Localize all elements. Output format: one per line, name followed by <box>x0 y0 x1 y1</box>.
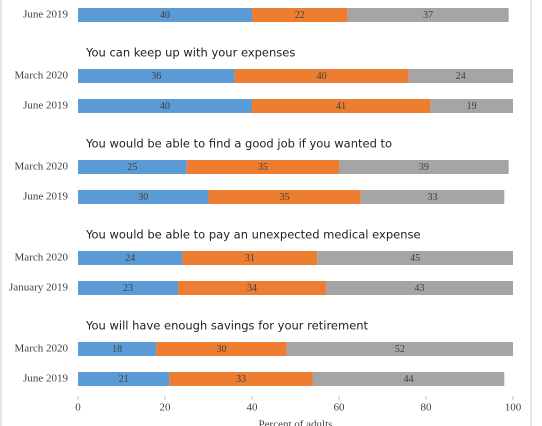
bar-segment <box>178 281 326 295</box>
x-axis-title: Percent of adults <box>259 419 333 426</box>
bar-segment <box>78 69 235 83</box>
bar-segment <box>360 190 505 204</box>
value-label: 52 <box>395 344 405 355</box>
bar-segment <box>78 281 179 295</box>
value-label: 40 <box>160 101 170 112</box>
row-label: March 2020 <box>15 161 69 173</box>
value-label: 45 <box>410 253 420 264</box>
bar-segment <box>169 372 313 386</box>
value-label: 18 <box>112 344 122 355</box>
value-label: 37 <box>423 10 433 21</box>
bar-segment <box>182 251 318 265</box>
row-label: March 2020 <box>15 343 69 355</box>
value-label: 22 <box>295 10 305 21</box>
bar-segment <box>78 99 252 113</box>
bar-segment <box>339 160 509 174</box>
bar-segment <box>78 190 209 204</box>
value-label: 23 <box>123 283 133 294</box>
row-label: June 2019 <box>23 373 68 385</box>
bar-segment <box>430 99 513 113</box>
bar-segment <box>234 69 409 83</box>
value-label: 36 <box>151 71 161 82</box>
value-label: 40 <box>317 71 327 82</box>
value-label: 30 <box>217 344 227 355</box>
bar-segment <box>286 342 513 356</box>
row-label: March 2020 <box>15 252 69 264</box>
value-label: 25 <box>127 162 137 173</box>
x-tick-label: 20 <box>160 402 172 414</box>
value-label: 35 <box>258 162 268 173</box>
value-label: 35 <box>280 192 290 203</box>
bar-segment <box>408 69 513 83</box>
row-label: June 2019 <box>23 191 68 203</box>
bar-segment <box>208 190 361 204</box>
bar-segment <box>252 99 431 113</box>
value-label: 34 <box>247 283 257 294</box>
value-label: 44 <box>404 374 414 385</box>
bar-segment <box>156 342 287 356</box>
value-label: 19 <box>467 101 477 112</box>
x-tick-label: 100 <box>505 402 522 414</box>
bar-segment <box>78 251 183 265</box>
value-label: 33 <box>236 374 246 385</box>
value-label: 43 <box>414 283 424 294</box>
group-title: You can keep up with your expenses <box>85 46 295 60</box>
value-label: 24 <box>125 253 135 264</box>
value-label: 33 <box>428 192 438 203</box>
value-label: 24 <box>456 71 466 82</box>
value-label: 41 <box>336 101 346 112</box>
value-label: 30 <box>138 192 148 203</box>
x-tick-label: 60 <box>334 402 346 414</box>
bar-segment <box>78 8 252 22</box>
row-label: June 2019 <box>23 9 68 21</box>
value-label: 40 <box>160 10 170 21</box>
bar-segment <box>78 160 187 174</box>
x-tick-label: 80 <box>421 402 433 414</box>
value-label: 39 <box>419 162 429 173</box>
group-title: You would be able to pay an unexpected m… <box>85 228 421 242</box>
x-tick-label: 40 <box>247 402 259 414</box>
bar-segment <box>312 372 505 386</box>
value-label: 31 <box>245 253 255 264</box>
bar-segment <box>186 160 339 174</box>
bar-segment <box>78 372 170 386</box>
group-title: You would be able to find a good job if … <box>85 137 392 151</box>
bar-segment <box>78 342 157 356</box>
bar-segment <box>317 251 513 265</box>
x-tick-label: 0 <box>75 402 81 414</box>
bar-segment <box>252 8 348 22</box>
row-label: March 2020 <box>15 70 69 82</box>
group-title: You will have enough savings for your re… <box>85 319 369 333</box>
value-label: 21 <box>119 374 129 385</box>
row-label: June 2019 <box>23 100 68 112</box>
row-label: January 2019 <box>9 282 68 294</box>
bar-segment <box>347 8 509 22</box>
bar-segment <box>325 281 513 295</box>
